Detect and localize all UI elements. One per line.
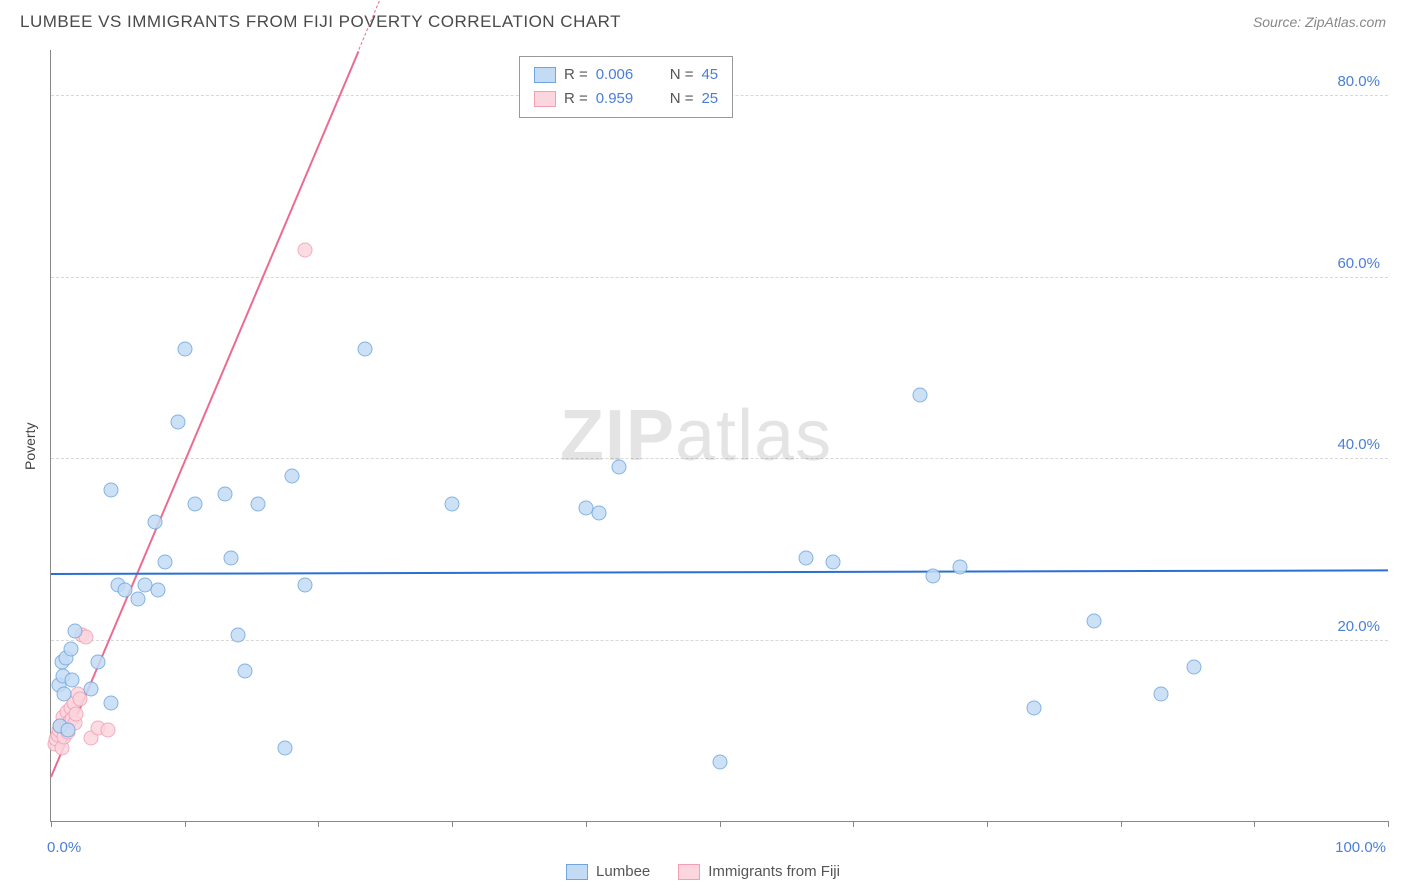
- data-point-lumbee: [150, 582, 165, 597]
- data-point-lumbee: [217, 487, 232, 502]
- x-tick-label: 100.0%: [1335, 839, 1386, 856]
- gridline-h: [51, 458, 1388, 459]
- data-point-lumbee: [799, 550, 814, 565]
- x-tick: [318, 821, 319, 827]
- data-point-lumbee: [926, 569, 941, 584]
- data-point-lumbee: [277, 741, 292, 756]
- data-point-lumbee: [913, 387, 928, 402]
- x-tick: [853, 821, 854, 827]
- data-point-lumbee: [65, 673, 80, 688]
- legend-n-value: 45: [701, 63, 718, 87]
- data-point-lumbee: [104, 696, 119, 711]
- data-point-lumbee: [1026, 700, 1041, 715]
- legend-label: Lumbee: [596, 863, 650, 880]
- gridline-h: [51, 640, 1388, 641]
- data-point-lumbee: [826, 555, 841, 570]
- x-tick: [452, 821, 453, 827]
- legend-swatch: [566, 864, 588, 880]
- data-point-lumbee: [231, 628, 246, 643]
- y-axis-label: Poverty: [22, 423, 38, 470]
- y-tick-label: 20.0%: [1337, 618, 1380, 635]
- x-tick: [1121, 821, 1122, 827]
- data-point-lumbee: [148, 514, 163, 529]
- legend-swatch: [678, 864, 700, 880]
- x-tick: [1388, 821, 1389, 827]
- legend-item-fiji: Immigrants from Fiji: [678, 863, 840, 880]
- legend-item-lumbee: Lumbee: [566, 863, 650, 880]
- data-point-lumbee: [224, 550, 239, 565]
- legend-r-value: 0.006: [596, 63, 652, 87]
- x-tick: [987, 821, 988, 827]
- y-tick-label: 80.0%: [1337, 73, 1380, 90]
- legend-r-label: R =: [564, 63, 588, 87]
- chart-title: LUMBEE VS IMMIGRANTS FROM FIJI POVERTY C…: [20, 12, 621, 32]
- data-point-fiji: [298, 242, 313, 257]
- y-tick-label: 60.0%: [1337, 255, 1380, 272]
- data-point-lumbee: [237, 664, 252, 679]
- data-point-lumbee: [68, 623, 83, 638]
- trend-line: [51, 570, 1388, 576]
- x-tick: [185, 821, 186, 827]
- x-tick: [1254, 821, 1255, 827]
- legend-correlation: R = 0.006 N = 45 R = 0.959 N = 25: [519, 56, 733, 118]
- data-point-lumbee: [298, 578, 313, 593]
- x-tick: [51, 821, 52, 827]
- x-tick: [586, 821, 587, 827]
- data-point-lumbee: [84, 682, 99, 697]
- data-point-lumbee: [130, 591, 145, 606]
- data-point-lumbee: [612, 460, 627, 475]
- data-point-lumbee: [117, 582, 132, 597]
- data-point-lumbee: [1153, 687, 1168, 702]
- y-tick-label: 40.0%: [1337, 436, 1380, 453]
- x-tick: [720, 821, 721, 827]
- data-point-lumbee: [57, 687, 72, 702]
- legend-r-value: 0.959: [596, 87, 652, 111]
- data-point-lumbee: [953, 560, 968, 575]
- legend-n-label: N =: [670, 87, 694, 111]
- legend-label: Immigrants from Fiji: [708, 863, 840, 880]
- data-point-lumbee: [104, 482, 119, 497]
- legend-n-value: 25: [701, 87, 718, 111]
- source-attribution: Source: ZipAtlas.com: [1253, 14, 1386, 30]
- data-point-lumbee: [251, 496, 266, 511]
- legend-row-lumbee: R = 0.006 N = 45: [534, 63, 718, 87]
- scatter-chart: 20.0%40.0%60.0%80.0%0.0%100.0%R =0.006N …: [50, 50, 1388, 822]
- legend-r-label: R =: [564, 87, 588, 111]
- legend-swatch: [534, 67, 556, 83]
- data-point-fiji: [101, 723, 116, 738]
- legend-bottom: Lumbee Immigrants from Fiji: [0, 863, 1406, 880]
- legend-row-fiji: R = 0.959 N = 25: [534, 87, 718, 111]
- data-point-lumbee: [61, 723, 76, 738]
- data-point-lumbee: [64, 641, 79, 656]
- data-point-lumbee: [1187, 659, 1202, 674]
- data-point-lumbee: [188, 496, 203, 511]
- data-point-lumbee: [1086, 614, 1101, 629]
- legend-n-label: N =: [670, 63, 694, 87]
- data-point-fiji: [69, 706, 84, 721]
- data-point-lumbee: [358, 342, 373, 357]
- data-point-lumbee: [445, 496, 460, 511]
- data-point-lumbee: [592, 505, 607, 520]
- gridline-h: [51, 277, 1388, 278]
- data-point-lumbee: [90, 655, 105, 670]
- data-point-lumbee: [177, 342, 192, 357]
- data-point-lumbee: [284, 469, 299, 484]
- legend-swatch: [534, 91, 556, 107]
- data-point-lumbee: [712, 755, 727, 770]
- data-point-lumbee: [157, 555, 172, 570]
- x-tick-label: 0.0%: [47, 839, 81, 856]
- data-point-lumbee: [171, 414, 186, 429]
